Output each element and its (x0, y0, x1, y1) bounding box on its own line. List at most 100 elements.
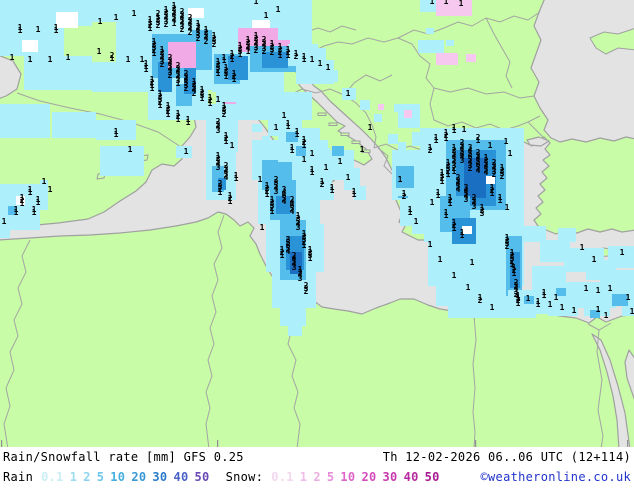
precip-cell (286, 132, 298, 142)
precip-cell (378, 104, 384, 110)
precip-value-column: 1 (325, 63, 331, 72)
precip-cell (398, 142, 406, 150)
precip-cell (540, 240, 570, 262)
precip-value-column: 1 (629, 307, 634, 316)
precip-value-column: 1 (259, 223, 265, 232)
precip-cell (404, 110, 412, 118)
precip-cell (426, 28, 434, 34)
precip-cell (290, 252, 302, 274)
precip-value-column: 1 (429, 0, 435, 6)
precip-cell (436, 0, 472, 16)
precip-value-column: 1 (461, 125, 467, 134)
precip-cell (218, 178, 226, 190)
precip-cell (22, 40, 38, 52)
precip-value-column: 1 (603, 311, 609, 320)
precip-value-column: 1 (503, 137, 509, 146)
precip-cell (548, 302, 578, 316)
precip-value-column: 1 (413, 217, 419, 226)
precip-value-column: 1 (345, 89, 351, 98)
precip-value-column: 1 (547, 300, 553, 309)
snow-scale-value: 5 (326, 470, 335, 484)
precip-cell (8, 206, 17, 215)
precip-value-column: 1 (47, 185, 53, 194)
snow-scale-value: 0.1 (271, 470, 294, 484)
bay-of-biscay (0, 55, 22, 99)
precip-cell (332, 146, 344, 156)
precip-value-column: 1 (1, 217, 7, 226)
precip-value-column: 1 (309, 55, 315, 64)
precip-value-column: 1 (131, 9, 137, 18)
precip-value-column: 1 (183, 147, 189, 156)
precip-cell (524, 226, 546, 242)
precip-value-column: 1 (465, 283, 471, 292)
precip-value-column: 1 (451, 271, 457, 280)
nile-river (587, 322, 612, 447)
base-map (0, 0, 634, 447)
precip-cell (344, 168, 360, 190)
rain-scale-value: 5 (96, 470, 105, 484)
rain-scale-value: 50 (194, 470, 210, 484)
precip-value-column: 1 (323, 163, 329, 172)
precip-value-column: 1 (35, 25, 41, 34)
precip-value-column: 1 (437, 255, 443, 264)
precip-cell (612, 294, 628, 306)
precip-cell (0, 228, 10, 238)
precip-value-column: 1 (427, 240, 433, 249)
precip-cell (510, 252, 520, 288)
precip-value-column: 1 (229, 141, 235, 150)
precip-cell (446, 40, 454, 46)
precip-value-column: 1 (397, 175, 403, 184)
precip-cell (524, 296, 534, 304)
precip-value-column: 1 (619, 248, 625, 257)
precip-value-column: 1 (27, 55, 33, 64)
precip-value-column: 1 (41, 177, 47, 186)
precip-value-column: 1 (625, 293, 631, 302)
precip-value-column: 1 (487, 141, 493, 150)
snow-scale-label: Snow: (225, 470, 264, 484)
map-ticks (1, 440, 629, 447)
precip-value-column: 1 (317, 59, 323, 68)
precip-cell (276, 196, 290, 214)
rain-color-scale: 0.1 1 2 5 10 20 30 40 50 (41, 470, 215, 484)
precip-value-column: 1 (607, 284, 613, 293)
gulf-of-aqaba (624, 349, 634, 401)
precip-cell (360, 100, 370, 110)
precip-cell (462, 226, 472, 234)
precip-value-column: 1 (125, 55, 131, 64)
precip-cell (400, 196, 424, 226)
precip-value-column: 1 (559, 303, 565, 312)
